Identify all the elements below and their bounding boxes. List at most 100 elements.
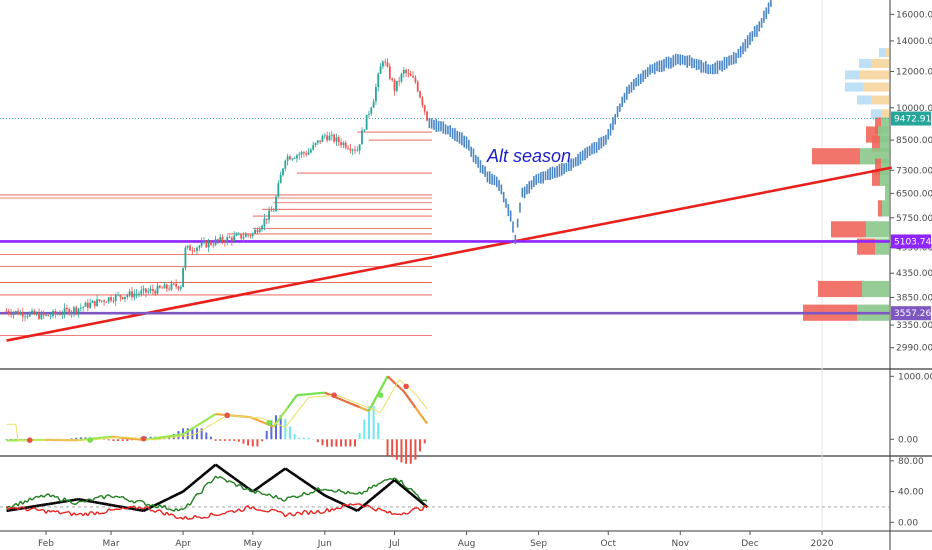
candle-body — [189, 245, 191, 251]
osc1-signal-segment — [419, 399, 423, 404]
osc1-segment — [196, 423, 200, 427]
candle-body — [52, 311, 54, 316]
osc2-segment — [322, 511, 326, 514]
candle-body — [419, 91, 421, 98]
osc2-segment — [340, 504, 344, 509]
osc2-segment — [40, 494, 45, 498]
osc2-segment — [368, 498, 373, 503]
candle-body — [142, 288, 145, 291]
volume-profile-bar — [885, 48, 889, 58]
histogram-bar — [288, 426, 291, 440]
osc2-segment — [324, 488, 328, 491]
candle-body — [421, 97, 424, 106]
candle-body — [98, 299, 101, 302]
osc2-segment — [238, 483, 242, 487]
histogram-bar — [400, 439, 403, 463]
candle-body — [158, 285, 161, 288]
candle-body — [333, 134, 335, 142]
osc1-segment — [409, 400, 414, 405]
osc1-segment — [421, 416, 426, 421]
volume-profile-bar — [878, 126, 889, 143]
osc2-segment — [68, 511, 73, 517]
volume-profile-bar — [818, 280, 862, 298]
histogram-bar — [223, 439, 226, 441]
osc1-segment — [405, 393, 410, 399]
osc1-signal-segment — [364, 405, 367, 408]
histogram-bar — [75, 437, 78, 440]
osc2-segment — [306, 493, 309, 496]
candle-body — [300, 152, 303, 155]
osc2-segment — [319, 491, 324, 495]
candle-body — [244, 234, 247, 238]
osc2-segment — [119, 506, 124, 510]
osc1-segment — [379, 384, 384, 390]
osc1-segment — [257, 419, 261, 423]
osc2-segment — [103, 495, 107, 500]
osc2-tick-label: 80.00 — [898, 457, 924, 467]
osc2-segment — [200, 473, 205, 478]
osc2-segment — [198, 475, 203, 480]
osc2-segment — [140, 500, 144, 503]
candle-body — [10, 313, 13, 315]
osc2-segment — [59, 512, 63, 515]
time-tick-label: Nov — [671, 539, 689, 549]
osc1-signal-segment — [278, 424, 281, 426]
osc2-segment — [155, 506, 158, 509]
level-badge-label: 5103.74 — [894, 237, 931, 247]
osc2-series — [5, 503, 428, 521]
osc2-segment — [36, 508, 40, 512]
osc2-segment — [416, 498, 421, 503]
osc2-segment — [235, 478, 240, 483]
histogram-bar — [363, 419, 366, 440]
volume-profile-bar — [878, 200, 882, 217]
osc1-segment — [340, 398, 344, 402]
osc2-segment — [78, 512, 82, 515]
candle-body — [277, 183, 280, 197]
osc2-segment — [226, 472, 231, 476]
volume-profile-bar — [881, 117, 889, 134]
osc2-segment — [68, 499, 73, 504]
osc2-segment — [308, 492, 312, 496]
osc1-signal-segment — [357, 402, 360, 405]
osc2-segment — [163, 498, 168, 502]
osc1-cross-dot — [87, 437, 93, 443]
osc2-segment — [13, 506, 17, 509]
osc1-segment — [396, 384, 400, 388]
candle-body — [377, 73, 380, 87]
osc2-segment — [184, 503, 189, 509]
volume-profile-bar — [880, 135, 889, 153]
osc1-tick-label: 1000.00 — [898, 372, 932, 382]
candle-body — [349, 148, 352, 151]
histogram-bar — [372, 406, 375, 440]
osc1-signal-segment — [271, 421, 274, 424]
candle-body — [402, 69, 405, 74]
price-tick-label: 4350.00 — [896, 269, 932, 279]
osc2-segment — [203, 471, 208, 476]
osc2-segment — [184, 486, 189, 491]
candle-body — [298, 154, 301, 156]
osc2-segment — [147, 506, 152, 512]
osc2-segment — [294, 495, 298, 499]
osc2-segment — [131, 505, 135, 508]
osc1-segment — [184, 430, 189, 434]
histogram-bar — [284, 418, 287, 440]
osc2-segment — [168, 508, 172, 511]
osc1-segment — [372, 397, 377, 403]
osc2-segment — [31, 497, 35, 501]
candle-body — [326, 135, 329, 141]
histogram-bar — [354, 439, 357, 447]
histogram-bar — [340, 439, 343, 447]
candle-body — [66, 307, 68, 310]
osc2-segment — [324, 494, 328, 498]
candle-body — [314, 143, 317, 146]
osc2-segment — [219, 466, 224, 471]
osc1-signal-segment — [280, 425, 284, 427]
osc2-segment — [407, 490, 412, 495]
osc2-segment — [395, 480, 400, 485]
osc2-segment — [394, 513, 398, 516]
candle-body — [131, 291, 133, 298]
candle-body — [207, 241, 210, 248]
volume-profile-bar — [859, 70, 889, 80]
candle-body — [351, 149, 354, 151]
osc2-segment — [410, 487, 414, 492]
